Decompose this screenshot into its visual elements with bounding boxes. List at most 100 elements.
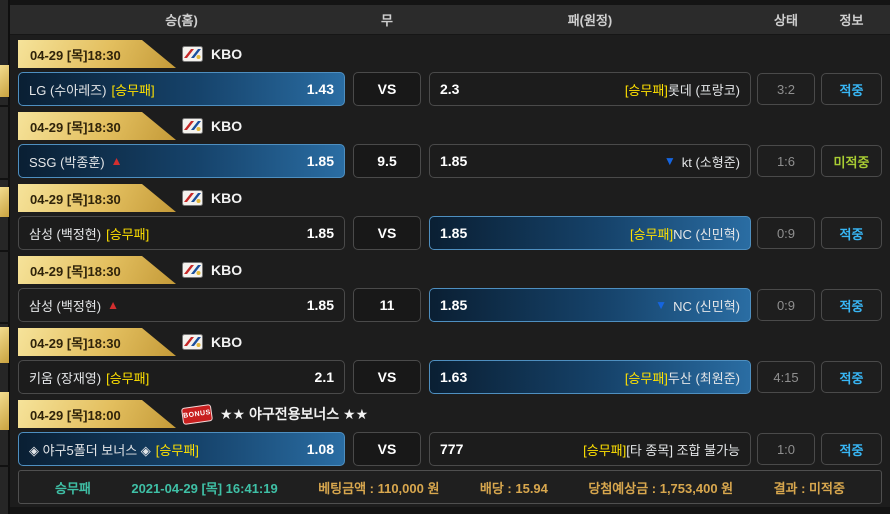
bonus-stamp-icon: BONUS xyxy=(180,403,214,425)
game-datetime: 04-29 [목]18:30 xyxy=(30,263,121,279)
draw-odds-value: 9.5 xyxy=(377,153,397,169)
summary-item: 당첨예상금 : 1,753,400 원 xyxy=(588,480,734,496)
status-label: 미적중 xyxy=(833,154,870,170)
game-datetime-tab: 04-29 [목]18:30 xyxy=(18,256,176,284)
status-badge: 적중 xyxy=(821,217,882,249)
home-odds-cell[interactable]: 삼성 (백정현) [승무패] 1.85 xyxy=(18,216,345,250)
home-team-name: ◈ 야구5폴더 보너스 ◈ xyxy=(29,442,151,458)
top-spacer xyxy=(10,0,890,5)
home-team-name: SSG (박종훈) xyxy=(29,154,105,170)
away-team-name: 롯데 (프랑코) xyxy=(667,82,740,98)
score-value: 1:0 xyxy=(776,441,796,457)
left-edge-fragment xyxy=(0,65,9,97)
left-edge-divider xyxy=(0,250,10,252)
game-block: 04-29 [목]18:30 KBO 삼성 (백정현) [승무패] 1.85 xyxy=(10,179,890,251)
home-team-name: 삼성 (백정현) xyxy=(29,298,102,314)
away-team-name: NC (신민혁) xyxy=(673,298,740,314)
away-odds-value: 777 xyxy=(440,441,464,457)
home-odds-cell[interactable]: 키움 (장재영) [승무패] 2.1 xyxy=(18,360,345,394)
home-team-name: LG (수아레즈) xyxy=(29,82,107,98)
column-header-home: 승(홈) xyxy=(165,13,198,28)
column-header-row: 승(홈) 무 패(원정) 상태 정보 xyxy=(10,5,890,35)
kbo-flag-icon xyxy=(182,334,203,350)
game-datetime: 04-29 [목]18:30 xyxy=(30,47,121,63)
home-trend-arrow: ▲ xyxy=(110,154,123,168)
left-edge-fragment xyxy=(0,392,9,430)
home-odds-value: 1.85 xyxy=(306,153,334,169)
home-bet-type-tag: [승무패] xyxy=(155,442,199,458)
away-odds-value: 1.63 xyxy=(440,369,468,385)
draw-odds-cell[interactable]: VS xyxy=(353,432,421,466)
column-header-status: 상태 xyxy=(774,13,798,28)
league-name: KBO xyxy=(211,118,243,134)
game-datetime: 04-29 [목]18:00 xyxy=(30,407,121,423)
summary-item: 결과 : 미적중 xyxy=(773,480,845,496)
away-bet-type-tag: [승무패] xyxy=(583,442,627,458)
score-badge: 4:15 xyxy=(757,361,815,393)
betslip-panel: 승(홈) 무 패(원정) 상태 정보 04-29 [목]18:30 KBO xyxy=(10,0,890,514)
draw-odds-cell[interactable]: 11 xyxy=(353,288,421,322)
away-team-name: kt (소형준) xyxy=(681,154,740,170)
league-name: KBO xyxy=(211,334,243,350)
draw-odds-cell[interactable]: VS xyxy=(353,72,421,106)
game-bet-row: ◈ 야구5폴더 보너스 ◈ [승무패] 1.08 VS 777 [승무패] [타… xyxy=(18,432,882,466)
away-team-name: NC (신민혁) xyxy=(673,226,740,242)
left-edge-divider xyxy=(0,178,10,180)
home-team-name: 키움 (장재영) xyxy=(29,370,102,386)
kbo-flag-icon xyxy=(182,262,203,278)
status-label: 적중 xyxy=(839,298,864,314)
status-label: 적중 xyxy=(839,82,864,98)
league-name: KBO xyxy=(211,190,243,206)
home-odds-cell[interactable]: LG (수아레즈) [승무패] 1.43 xyxy=(18,72,345,106)
column-header-away: 패(원정) xyxy=(567,13,613,28)
away-odds-cell[interactable]: 1.85 ▼ kt (소형준) xyxy=(429,144,751,178)
game-bet-row: 삼성 (백정현) [승무패] 1.85 VS 1.85 [승무패] NC (신민… xyxy=(18,216,882,250)
draw-odds-value: VS xyxy=(377,81,397,97)
home-odds-cell[interactable]: SSG (박종훈) ▲ 1.85 xyxy=(18,144,345,178)
draw-odds-cell[interactable]: VS xyxy=(353,216,421,250)
draw-odds-cell[interactable]: 9.5 xyxy=(353,144,421,178)
draw-odds-cell[interactable]: VS xyxy=(353,360,421,394)
summary-item: 배당 : 15.94 xyxy=(479,480,548,496)
kbo-flag-icon xyxy=(182,118,203,134)
away-odds-cell[interactable]: 1.63 [승무패] 두산 (최원준) xyxy=(429,360,751,394)
score-value: 3:2 xyxy=(776,81,796,97)
column-header-draw: 무 xyxy=(381,13,393,28)
summary-item: 2021-04-29 [목] 16:41:19 xyxy=(131,480,278,496)
away-trend-arrow: ▼ xyxy=(663,154,676,168)
game-date-row: 04-29 [목]18:00 BONUS ★★ 야구전용보너스 ★★ xyxy=(18,400,882,428)
game-bet-row: SSG (박종훈) ▲ 1.85 9.5 1.85 ▼ kt (소형준) 1:6 xyxy=(18,144,882,178)
game-date-row: 04-29 [목]18:30 KBO xyxy=(18,184,882,212)
home-odds-value: 2.1 xyxy=(314,369,334,385)
score-value: 1:6 xyxy=(776,153,796,169)
status-badge: 적중 xyxy=(821,433,882,465)
away-odds-cell[interactable]: 1.85 [승무패] NC (신민혁) xyxy=(429,216,751,250)
score-value: 0:9 xyxy=(776,297,796,313)
away-bet-type-tag: [승무패] xyxy=(624,82,668,98)
left-edge-fragment xyxy=(0,187,9,217)
game-date-row: 04-29 [목]18:30 KBO xyxy=(18,328,882,356)
home-odds-cell[interactable]: ◈ 야구5폴더 보너스 ◈ [승무패] 1.08 xyxy=(18,432,345,466)
away-odds-cell[interactable]: 2.3 [승무패] 롯데 (프랑코) xyxy=(429,72,751,106)
left-edge-divider xyxy=(0,322,10,324)
game-datetime-tab: 04-29 [목]18:00 xyxy=(18,400,176,428)
home-odds-cell[interactable]: 삼성 (백정현) ▲ 1.85 xyxy=(18,288,345,322)
game-date-row: 04-29 [목]18:30 KBO xyxy=(18,256,882,284)
score-value: 0:9 xyxy=(776,225,796,241)
left-edge-divider xyxy=(0,465,10,467)
bet-summary-bar: 승무패 2021-04-29 [목] 16:41:19 베팅금액 : 110,000… xyxy=(18,470,882,504)
away-odds-cell[interactable]: 777 [승무패] [타 종목] 조합 불가능 xyxy=(429,432,751,466)
left-edge-fragment xyxy=(0,327,9,363)
left-edge-divider xyxy=(0,105,10,107)
status-badge: 적중 xyxy=(821,289,882,321)
away-odds-cell[interactable]: 1.85 ▼ NC (신민혁) xyxy=(429,288,751,322)
game-block: 04-29 [목]18:30 KBO 키움 (장재영) [승무패] 2.1 xyxy=(10,323,890,395)
kbo-flag-icon xyxy=(182,46,203,62)
summary-item: 베팅금액 : 110,000 원 xyxy=(318,480,440,496)
game-datetime: 04-29 [목]18:30 xyxy=(30,191,121,207)
game-block: 04-29 [목]18:30 KBO LG (수아레즈) [승무패] 1.43 xyxy=(10,35,890,107)
league-name: KBO xyxy=(211,262,243,278)
score-badge: 0:9 xyxy=(757,217,815,249)
draw-odds-value: VS xyxy=(377,441,397,457)
league-name: KBO xyxy=(211,46,243,62)
